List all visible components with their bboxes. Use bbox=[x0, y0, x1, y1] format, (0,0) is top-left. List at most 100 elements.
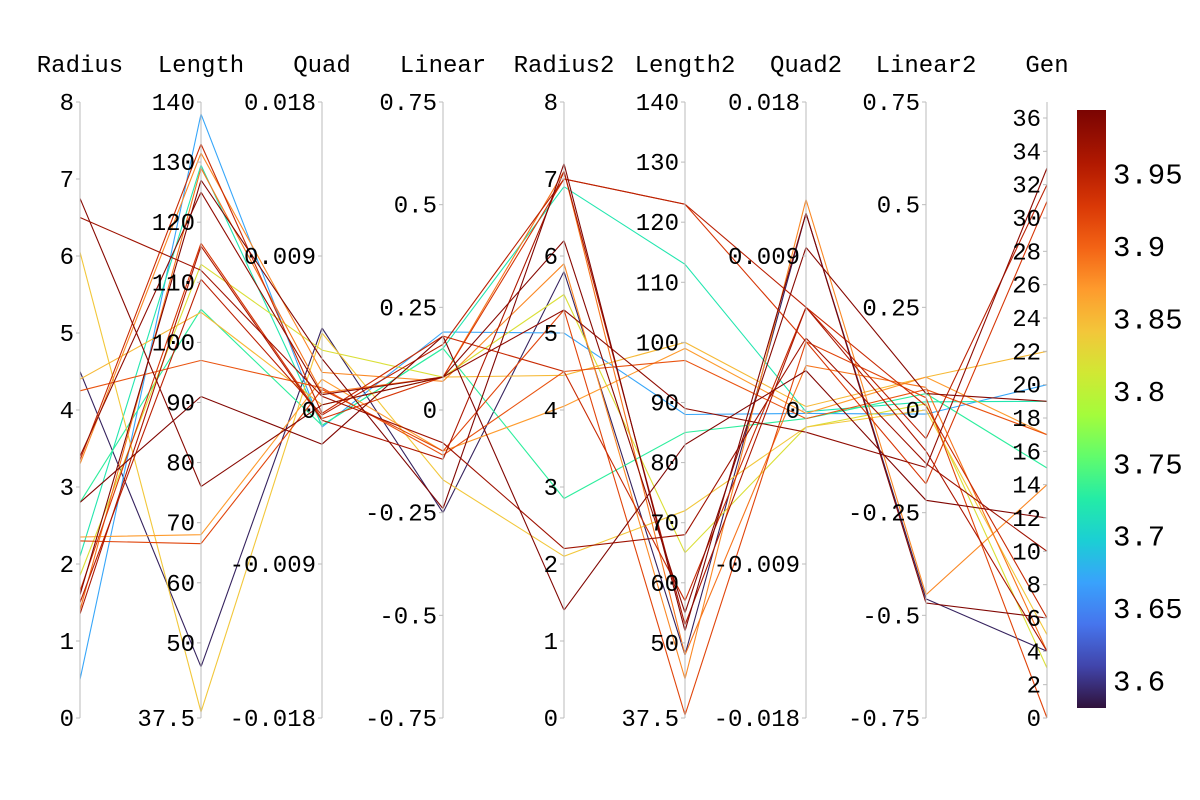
tick-label: 140 bbox=[636, 91, 679, 118]
tick-label: 8 bbox=[60, 91, 74, 118]
axis-title: Linear2 bbox=[876, 53, 977, 80]
tick-label: 4 bbox=[1027, 640, 1041, 667]
tick-label: 26 bbox=[1012, 274, 1041, 301]
tick-label: 18 bbox=[1012, 407, 1041, 434]
tick-label: 22 bbox=[1012, 340, 1041, 367]
tick-label: 50 bbox=[650, 632, 679, 659]
axis-linear[interactable]: Linear -0.75 -0.5 -0.25 0 0.25 0.5 0.75 bbox=[365, 53, 486, 734]
axis-title: Length bbox=[158, 53, 244, 80]
tick-label: 0.009 bbox=[728, 245, 800, 272]
tick-label: 6 bbox=[60, 245, 74, 272]
axis-title: Quad2 bbox=[770, 53, 842, 80]
axis-title: Linear bbox=[400, 53, 486, 80]
axis-quad[interactable]: Quad -0.018 -0.009 0 0.009 0.018 bbox=[230, 53, 351, 734]
axis-title: Radius bbox=[37, 53, 123, 80]
axis-length2[interactable]: Length2 37.5 50 60 70 80 90 100 110 120 130 140 bbox=[621, 53, 735, 734]
tick-label: 130 bbox=[152, 151, 195, 178]
tick-label: 0 bbox=[60, 707, 74, 734]
tick-label: -0.018 bbox=[714, 707, 800, 734]
tick-label: 30 bbox=[1012, 207, 1041, 234]
tick-label: 2 bbox=[60, 553, 74, 580]
tick-label: 100 bbox=[152, 331, 195, 358]
tick-label: 80 bbox=[650, 452, 679, 479]
tick-label: 7 bbox=[60, 168, 74, 195]
tick-label: 110 bbox=[636, 271, 679, 298]
tick-label: 16 bbox=[1012, 440, 1041, 467]
tick-label: 2 bbox=[544, 553, 558, 580]
tick-label: 20 bbox=[1012, 374, 1041, 401]
axis-title: Quad bbox=[293, 53, 351, 80]
tick-label: 8 bbox=[544, 91, 558, 118]
tick-label: 6 bbox=[544, 245, 558, 272]
tick-label: 10 bbox=[1012, 540, 1041, 567]
tick-label: 0.75 bbox=[379, 91, 437, 118]
tick-label: 6 bbox=[1027, 607, 1041, 634]
tick-label: 130 bbox=[636, 151, 679, 178]
colorbar-tick-label: 3.75 bbox=[1113, 449, 1183, 482]
tick-label: 0 bbox=[302, 399, 316, 426]
tick-label: 0.018 bbox=[244, 91, 316, 118]
tick-label: 60 bbox=[166, 572, 195, 599]
tick-label: 90 bbox=[650, 391, 679, 418]
tick-label: -0.75 bbox=[848, 707, 920, 734]
tick-label: -0.018 bbox=[230, 707, 316, 734]
colorbar-gradient bbox=[1077, 110, 1106, 708]
axis-title: Length2 bbox=[635, 53, 736, 80]
axis-linear2[interactable]: Linear2 -0.75 -0.5 -0.25 0 0.25 0.5 0.75 bbox=[848, 53, 976, 734]
axis-title: Gen bbox=[1025, 53, 1068, 80]
tick-label: 0 bbox=[1027, 707, 1041, 734]
tick-label: -0.009 bbox=[230, 553, 316, 580]
tick-label: 4 bbox=[60, 399, 74, 426]
tick-label: -0.5 bbox=[862, 604, 920, 631]
colorbar-tick-label: 3.65 bbox=[1113, 594, 1183, 627]
tick-label: 0.75 bbox=[862, 91, 920, 118]
tick-label: 1 bbox=[60, 630, 74, 657]
tick-label: 0.25 bbox=[862, 296, 920, 323]
tick-label: 50 bbox=[166, 632, 195, 659]
colorbar-tick-label: 3.85 bbox=[1113, 305, 1183, 338]
tick-label: -0.25 bbox=[365, 502, 437, 529]
tick-label: 0 bbox=[423, 399, 437, 426]
tick-label: 0 bbox=[906, 399, 920, 426]
colorbar-tick-label: 3.6 bbox=[1113, 666, 1165, 699]
axis-length[interactable]: Length 37.5 50 60 70 80 90 100 110 120 130 140 bbox=[137, 53, 244, 734]
axis-radius2[interactable]: Radius2 0 1 2 3 4 5 6 7 8 bbox=[514, 53, 615, 734]
colorbar: 3.6 3.65 3.7 3.75 3.8 3.85 3.9 3.95 bbox=[1077, 110, 1183, 708]
colorbar-tick-label: 3.7 bbox=[1113, 522, 1165, 555]
axis-radius[interactable]: Radius 0 1 2 3 4 5 6 7 8 bbox=[37, 53, 123, 734]
tick-label: 4 bbox=[544, 399, 558, 426]
tick-label: 110 bbox=[152, 271, 195, 298]
tick-label: 3 bbox=[60, 476, 74, 503]
tick-label: 0.009 bbox=[244, 245, 316, 272]
axis-quad2[interactable]: Quad2 -0.018 -0.009 0 0.009 0.018 bbox=[714, 53, 842, 734]
tick-label: 60 bbox=[650, 572, 679, 599]
tick-label: 80 bbox=[166, 452, 195, 479]
tick-label: 14 bbox=[1012, 474, 1041, 501]
tick-label: 36 bbox=[1012, 107, 1041, 134]
colorbar-tick-label: 3.8 bbox=[1113, 377, 1165, 410]
tick-label: 100 bbox=[636, 331, 679, 358]
tick-label: -0.75 bbox=[365, 707, 437, 734]
tick-label: 3 bbox=[544, 476, 558, 503]
tick-label: 70 bbox=[650, 512, 679, 539]
tick-label: 24 bbox=[1012, 307, 1041, 334]
tick-label: 0.018 bbox=[728, 91, 800, 118]
tick-label: 0 bbox=[786, 399, 800, 426]
tick-label: 70 bbox=[166, 512, 195, 539]
tick-label: 7 bbox=[544, 168, 558, 195]
tick-label: 0 bbox=[544, 707, 558, 734]
tick-label: 1 bbox=[544, 630, 558, 657]
tick-label: 5 bbox=[60, 322, 74, 349]
tick-label: 2 bbox=[1027, 674, 1041, 701]
tick-label: -0.009 bbox=[714, 553, 800, 580]
tick-label: 0.5 bbox=[877, 194, 920, 221]
tick-label: 90 bbox=[166, 391, 195, 418]
tick-label: 8 bbox=[1027, 574, 1041, 601]
tick-label: -0.5 bbox=[379, 604, 437, 631]
tick-label: 140 bbox=[152, 91, 195, 118]
axes-layer: Radius012345678Length37.5506070809010011… bbox=[37, 53, 1069, 734]
tick-label: 37.5 bbox=[621, 707, 679, 734]
tick-label: -0.25 bbox=[848, 502, 920, 529]
